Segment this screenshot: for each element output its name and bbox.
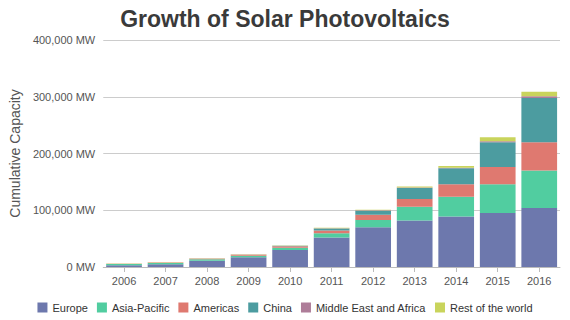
svg-text:2015: 2015 (485, 275, 509, 287)
svg-text:Europe: Europe (52, 302, 87, 314)
svg-text:300,000 MW: 300,000 MW (33, 91, 96, 103)
svg-text:2010: 2010 (278, 275, 302, 287)
svg-text:400,000 MW: 400,000 MW (33, 34, 96, 46)
svg-text:2014: 2014 (444, 275, 468, 287)
svg-text:2016: 2016 (527, 275, 551, 287)
svg-text:2008: 2008 (195, 275, 219, 287)
svg-text:2011: 2011 (320, 275, 344, 287)
svg-text:2009: 2009 (236, 275, 260, 287)
svg-text:Cumulative Capacity: Cumulative Capacity (7, 89, 23, 217)
svg-text:100,000 MW: 100,000 MW (33, 204, 96, 216)
svg-text:2007: 2007 (153, 275, 177, 287)
svg-text:2012: 2012 (361, 275, 385, 287)
svg-text:2006: 2006 (112, 275, 136, 287)
svg-text:2013: 2013 (402, 275, 426, 287)
svg-text:China: China (263, 302, 293, 314)
svg-text:Asia-Pacific: Asia-Pacific (112, 302, 170, 314)
svg-text:0 MW: 0 MW (67, 261, 96, 273)
svg-text:Rest of the world: Rest of the world (450, 302, 533, 314)
svg-text:Growth of Solar Photovoltaics: Growth of Solar Photovoltaics (120, 6, 450, 32)
svg-text:200,000 MW: 200,000 MW (33, 148, 96, 160)
svg-text:Middle East and Africa: Middle East and Africa (316, 302, 426, 314)
svg-text:Americas: Americas (193, 302, 239, 314)
